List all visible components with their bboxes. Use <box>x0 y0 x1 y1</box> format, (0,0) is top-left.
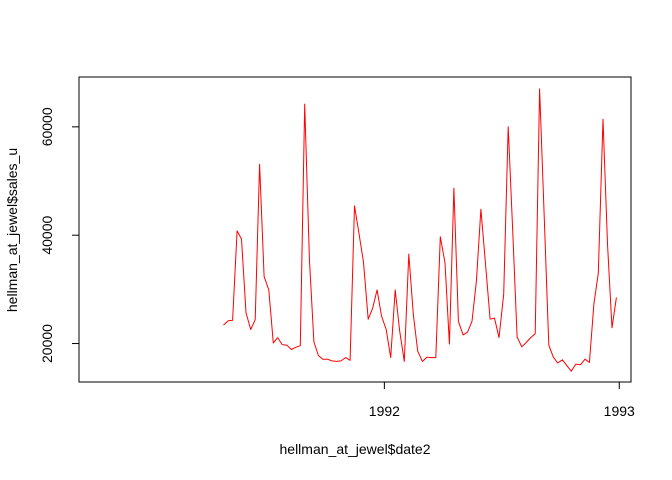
y-tick-label-0: 20000 <box>39 324 55 363</box>
x-tick-label-1: 1993 <box>604 403 635 419</box>
y-axis: 20000 40000 60000 <box>39 107 80 363</box>
y-tick-label-2: 60000 <box>39 107 55 146</box>
y-tick-label-1: 40000 <box>39 216 55 255</box>
x-axis: 1992 1993 <box>369 381 635 419</box>
x-axis-label: hellman_at_jewel$date2 <box>280 441 431 457</box>
series-layer <box>223 88 617 372</box>
x-tick-label-0: 1992 <box>369 403 400 419</box>
y-axis-label: hellman_at_jewel$sales_u <box>4 148 20 312</box>
series-line-0 <box>223 88 617 372</box>
